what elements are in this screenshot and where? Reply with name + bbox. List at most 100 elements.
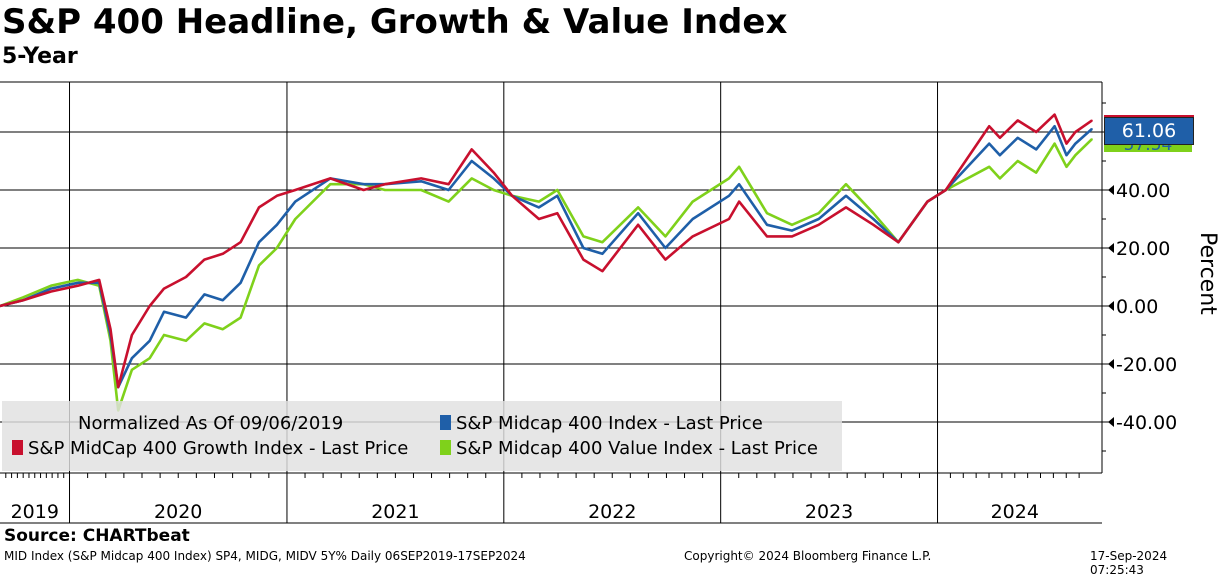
data-point <box>22 299 25 302</box>
data-point <box>276 195 278 197</box>
data-point <box>1016 137 1019 139</box>
data-point <box>817 212 820 214</box>
data-point <box>988 142 990 145</box>
data-point <box>637 212 639 214</box>
data-point <box>691 218 694 220</box>
data-point <box>1035 171 1037 174</box>
x-tick-label: 2024 <box>991 501 1039 523</box>
last-value-label-main: 61.06 <box>1104 117 1194 145</box>
x-tick-label: 2020 <box>154 501 202 523</box>
series-line-2 <box>0 138 1093 412</box>
data-point <box>117 386 119 389</box>
data-point <box>239 316 242 319</box>
data-point <box>845 195 847 197</box>
data-point <box>470 177 473 180</box>
data-point <box>276 247 278 249</box>
data-point <box>492 177 495 180</box>
data-point <box>185 340 187 342</box>
y-tick-label: -20.00 <box>1116 354 1177 376</box>
footer-timestamp: 17-Sep-2024 07:25:43 <box>1090 549 1168 577</box>
source-note: Source: CHARTbeat <box>4 526 190 546</box>
data-point <box>664 247 667 249</box>
data-point <box>77 284 79 287</box>
data-point <box>556 189 559 191</box>
data-point <box>185 276 187 278</box>
data-point <box>691 200 694 203</box>
x-tick-label: 2021 <box>371 501 419 523</box>
data-point <box>77 282 79 284</box>
data-point <box>1016 160 1019 162</box>
data-point <box>926 200 929 203</box>
data-point <box>203 258 206 261</box>
data-point <box>1074 131 1077 133</box>
data-point <box>1053 125 1056 127</box>
data-point <box>1091 119 1093 122</box>
legend-swatch-main <box>440 415 451 430</box>
data-point <box>766 235 768 238</box>
data-point <box>738 183 740 185</box>
data-point <box>185 316 187 319</box>
data-point <box>447 200 450 203</box>
data-point <box>50 287 52 290</box>
data-point <box>447 189 450 191</box>
data-point <box>470 148 473 151</box>
data-point <box>222 253 224 255</box>
data-point <box>1074 142 1077 145</box>
data-point <box>258 241 260 243</box>
data-point <box>420 180 423 183</box>
legend-item-main: S&P Midcap 400 Index - Last Price <box>440 413 763 434</box>
y-tick-label: 40.00 <box>1116 180 1170 202</box>
data-point <box>1074 154 1077 156</box>
data-point <box>1053 113 1056 116</box>
data-point <box>601 253 604 255</box>
data-point <box>131 369 133 371</box>
data-point <box>999 177 1001 180</box>
data-point <box>556 212 559 214</box>
data-point <box>511 195 513 197</box>
data-point <box>945 189 947 191</box>
data-point <box>872 224 875 226</box>
data-point <box>817 224 820 226</box>
y-tick-label: 20.00 <box>1116 238 1170 260</box>
series-line-1 <box>0 113 1093 389</box>
data-point <box>384 183 386 185</box>
data-point <box>691 235 694 238</box>
chart-legend: Normalized As Of 09/06/2019 S&P Midcap 4… <box>2 401 842 471</box>
data-point <box>203 322 206 325</box>
data-point <box>294 218 297 220</box>
footer-series-info: MID Index (S&P Midcap 400 Index) SP4, MI… <box>4 549 526 563</box>
data-point <box>988 166 990 168</box>
data-point <box>384 189 386 191</box>
y-tick-pointer <box>1108 301 1114 311</box>
series-line-0 <box>0 124 1093 389</box>
data-point <box>163 334 165 336</box>
data-point <box>447 183 450 185</box>
y-tick-pointer <box>1108 359 1114 369</box>
data-point <box>582 235 585 238</box>
data-point <box>294 189 297 191</box>
legend-label-growth: S&P MidCap 400 Growth Index - Last Price <box>28 438 409 459</box>
data-point <box>276 224 278 226</box>
data-point <box>728 177 730 180</box>
legend-item-growth: S&P MidCap 400 Growth Index - Last Price <box>12 438 408 459</box>
data-point <box>148 340 151 342</box>
data-point <box>98 279 100 281</box>
data-point <box>738 200 740 203</box>
legend-label-main: S&P Midcap 400 Index - Last Price <box>456 413 763 434</box>
data-point <box>362 183 365 185</box>
data-point <box>148 305 151 307</box>
data-point <box>582 247 585 249</box>
data-point <box>329 183 332 185</box>
data-point <box>362 189 365 191</box>
data-point <box>791 229 793 232</box>
y-tick-pointer <box>1108 243 1114 253</box>
y-tick-label: 0.00 <box>1116 296 1158 318</box>
data-point <box>582 258 585 261</box>
data-point <box>988 125 990 127</box>
legend-normalized-note: Normalized As Of 09/06/2019 <box>78 413 344 434</box>
data-point <box>664 258 667 261</box>
data-point <box>538 206 540 209</box>
data-point <box>817 218 820 220</box>
data-point <box>664 235 667 238</box>
